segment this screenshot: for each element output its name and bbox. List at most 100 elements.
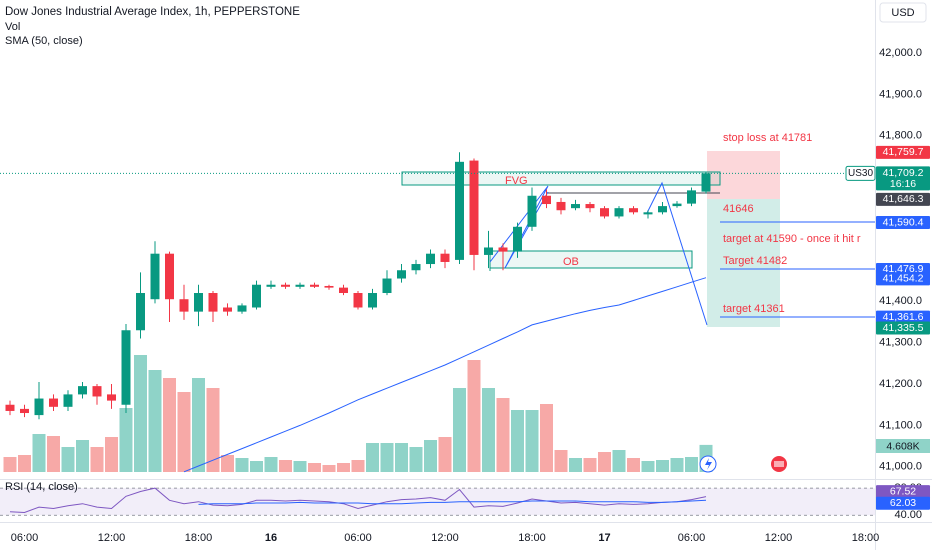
volume-bar [177,392,191,472]
x-tick-label: 06:00 [678,532,706,544]
rsi-badge [876,496,930,510]
volume-bar [134,355,147,472]
volume-badge-label: 4.608K [886,440,919,452]
candle-body [469,160,479,255]
candle-body [498,247,508,252]
economic-event-glyph [774,461,784,467]
currency-button[interactable] [879,2,927,23]
candle-body [440,253,450,262]
price-badge [876,145,930,159]
candle-body [179,299,189,312]
volume-pane [3,355,713,472]
candle-body [194,293,203,312]
volume-bar [192,378,205,472]
fvg-box [401,171,721,186]
candle-body [136,293,145,331]
volume-bar [627,458,640,472]
volume-bar [279,460,292,472]
candle-body [295,284,305,287]
volume-bar [47,436,60,472]
volume-bar [482,388,495,472]
rsi-badge-label: 62.03 [890,497,916,509]
volume-bar [685,457,698,472]
symbol-badge [845,165,876,181]
axes: 42,000.0 41,900.0 41,800.0 41,400.0 41,300.0… [11,47,930,544]
volume-bar [293,461,307,472]
candle-body [687,190,696,204]
x-tick-label: 06:00 [11,532,39,544]
volume-bar [235,458,249,472]
annotation: stop loss at 41781 [723,132,812,144]
candle-body [252,284,261,308]
candle-body [121,330,131,405]
symbol-label: US30 [848,168,873,179]
x-tick-label: 18:00 [852,532,880,544]
candle-body [237,305,247,312]
price-pane [0,152,875,473]
volume-bar [337,463,350,472]
volume-bar [525,410,539,472]
y-tick-label: 42,000.0 [879,47,922,59]
price-badge-label: 41,590.4 [883,216,924,228]
rsi-line [198,499,707,505]
volume-bar [250,461,263,472]
target-zone [707,199,780,327]
volume-bar [583,458,597,472]
rsi-band [0,488,875,516]
price-badge [876,215,930,229]
rsi-badge [876,485,930,499]
volume-badge [876,439,930,453]
volume-legend: Vol [5,21,20,33]
volume-bar [366,443,379,472]
rsi-pane [0,487,875,516]
volume-bar [409,447,423,472]
annotation: target 41361 [723,303,785,315]
ob-box [489,250,693,269]
price-badge-label: 41,646.3 [883,193,924,205]
x-tick-label: 12:00 [765,532,793,544]
volume-bar [670,458,684,472]
volume-bar [3,457,17,472]
sma-legend: SMA (50, close) [5,35,83,47]
x-tick-label: 06:00 [344,532,372,544]
volume-bar [351,460,365,472]
candle-body [397,270,406,279]
countdown-label: 16:16 [890,178,916,190]
price-badge [876,192,930,206]
rsi-tick-label: 40.00 [894,509,922,521]
volume-bar [105,437,118,472]
x-tick-label: 17 [598,532,610,544]
volume-bar [119,408,133,472]
x-tick-label: 16 [265,532,277,544]
x-tick-label: 18:00 [185,532,213,544]
volume-bar [380,443,394,472]
candle-body [353,293,363,308]
price-badge [876,321,930,335]
candle-body [411,264,421,271]
candle-body [165,253,174,300]
candle-body [571,204,580,209]
volume-bar [554,450,568,472]
candle-body [281,284,290,287]
rsi-line [9,487,707,514]
currency-label: USD [891,7,914,19]
projection-drawing [646,181,708,326]
candle-body [5,404,15,411]
path-drawing [489,185,549,269]
stop-zone [707,151,780,199]
volume-bar [148,370,162,472]
candle-body [63,394,73,407]
candle-body [600,208,609,217]
candle-body [382,278,392,294]
x-tick-label: 12:00 [98,532,126,544]
volume-bar [18,455,31,472]
candle-body [368,293,377,308]
candle-body [266,284,276,287]
candle-body [310,284,319,287]
candle-body [484,247,493,255]
last-price-badge [876,166,930,191]
price-badge-label: 41,361.6 [883,311,924,323]
candle-body [629,208,638,213]
drawings: stop loss at 41781 FVG 41646 target at 4… [401,132,875,327]
